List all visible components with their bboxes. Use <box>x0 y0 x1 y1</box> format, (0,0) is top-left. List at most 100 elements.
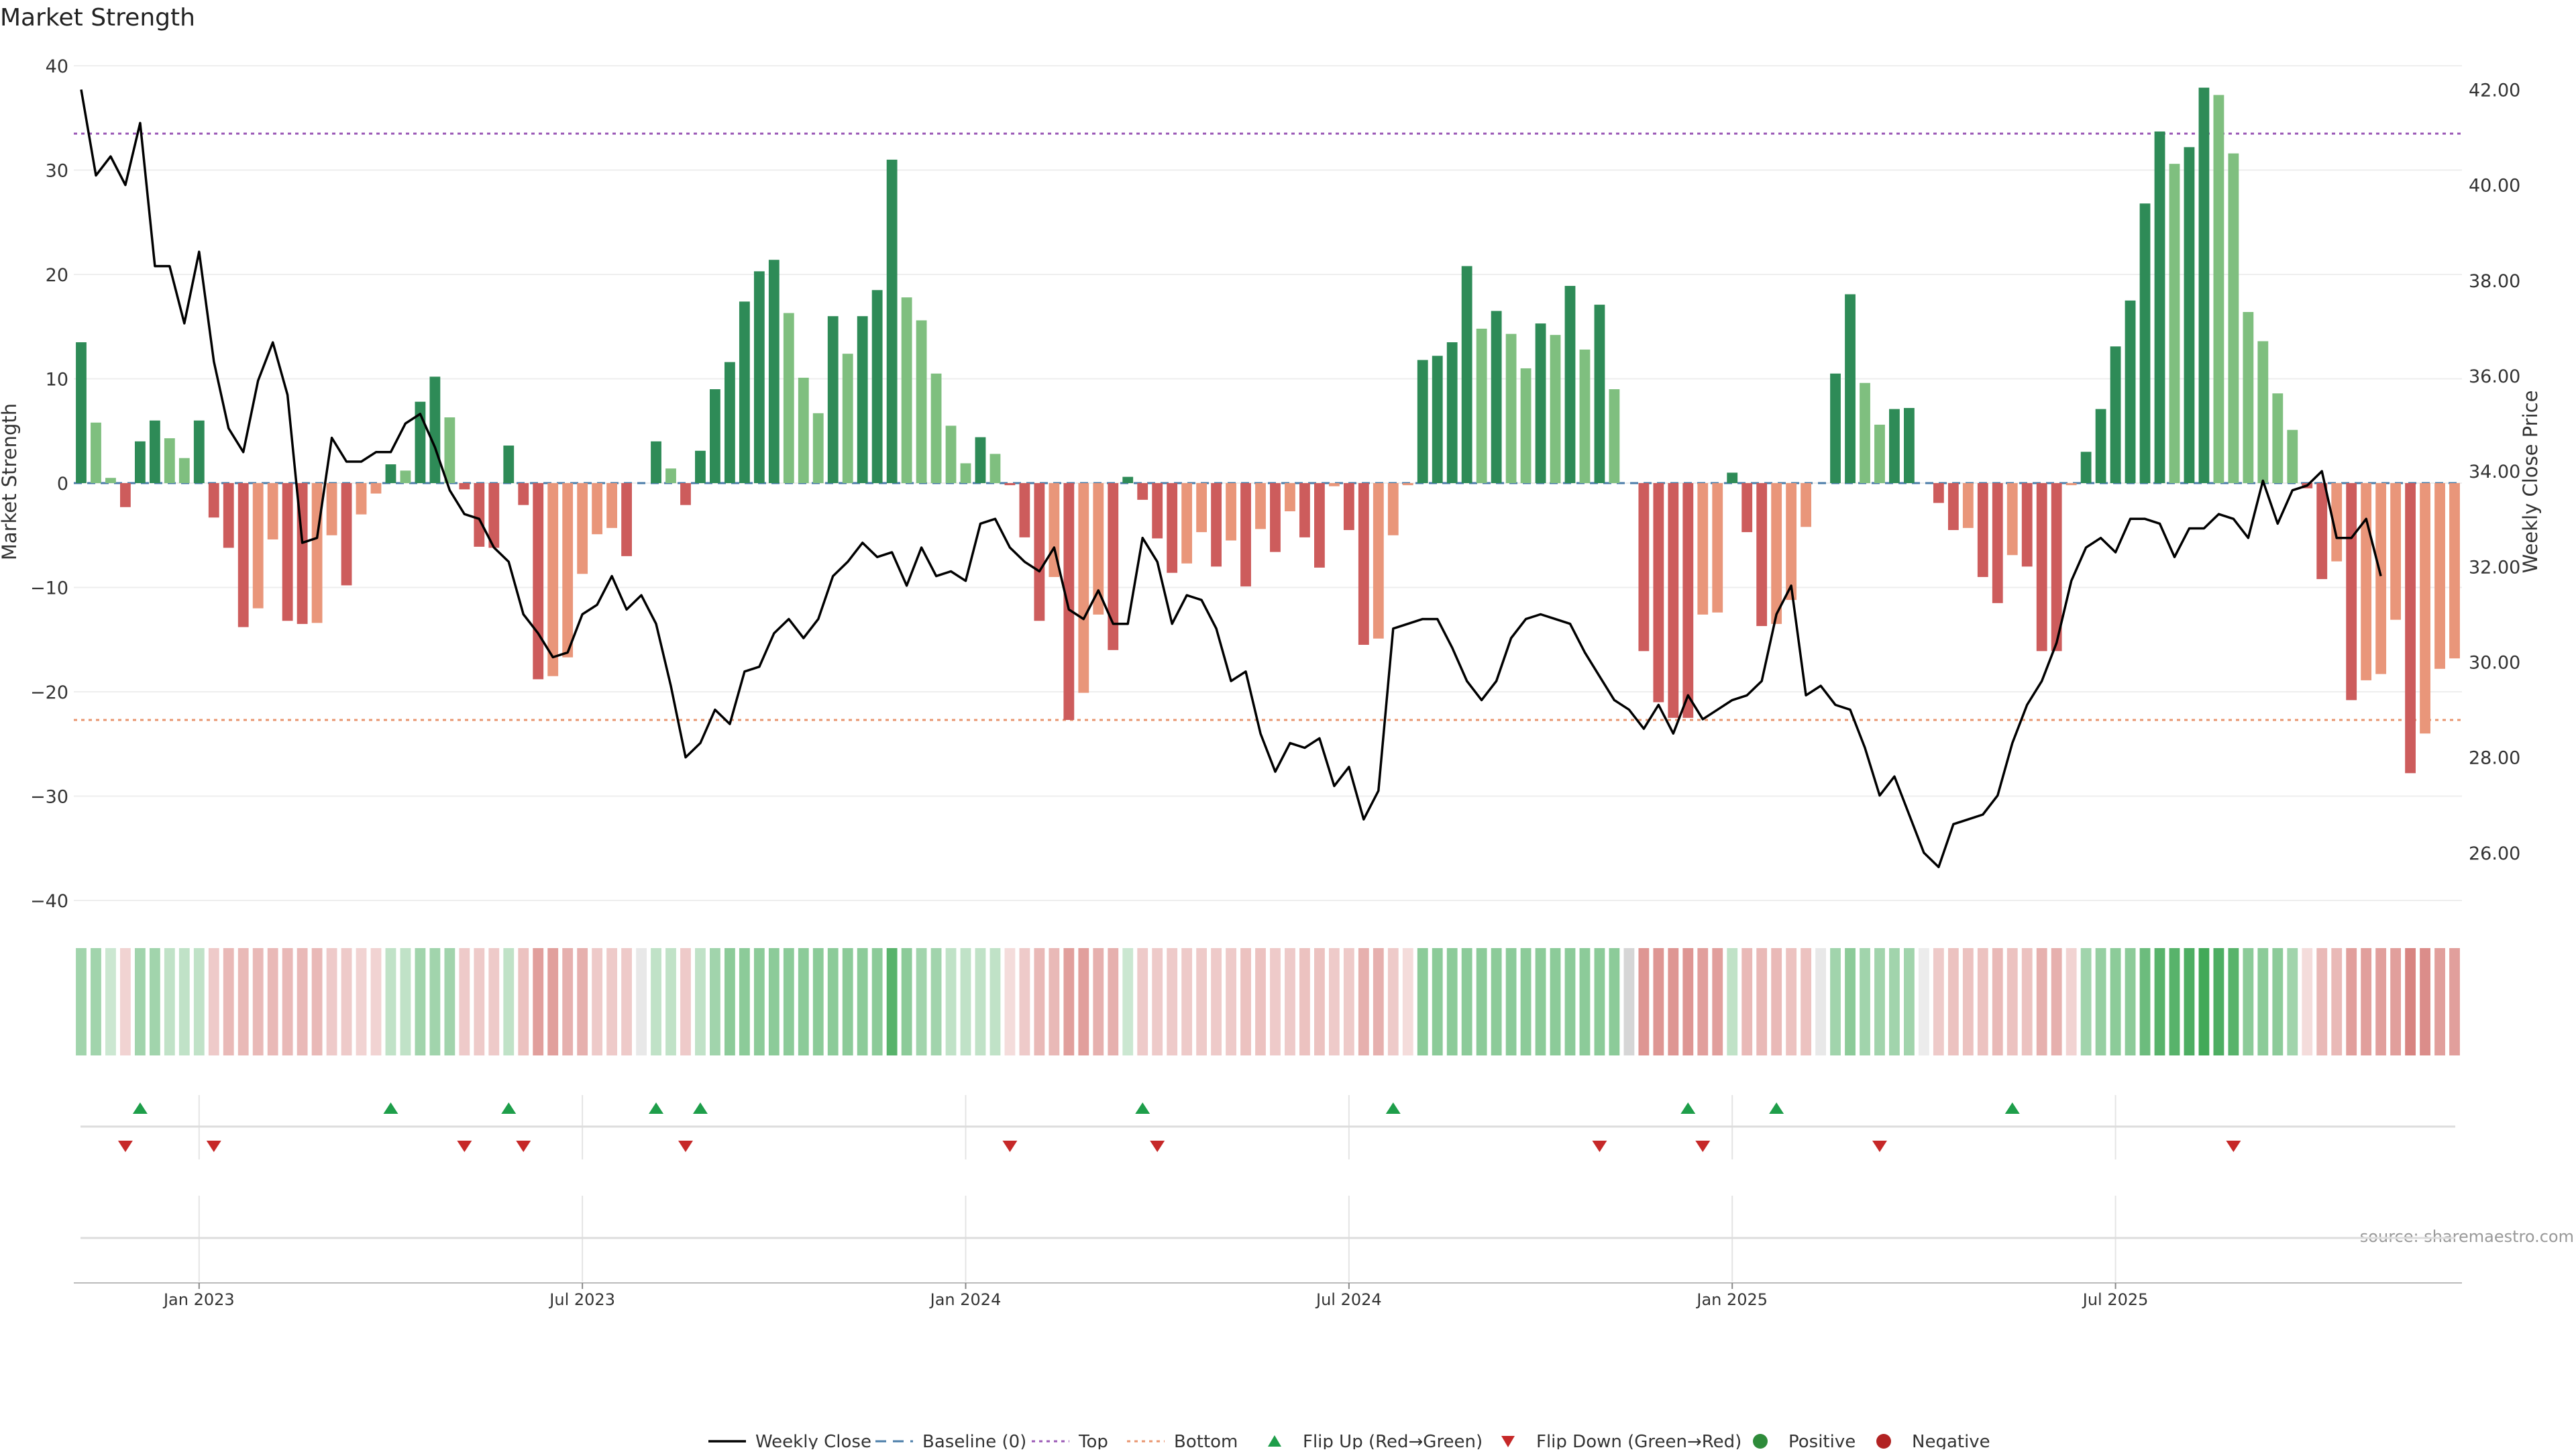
strength-bar <box>2095 409 2106 483</box>
strength-bar <box>2051 483 2062 652</box>
flip-up-marker <box>1769 1102 1784 1114</box>
strength-bar <box>1491 311 1502 483</box>
heat-cell <box>1918 948 1929 1055</box>
strength-bar <box>208 483 219 518</box>
heat-cell <box>1491 948 1502 1055</box>
strength-bar <box>975 437 986 483</box>
heat-cell <box>237 948 249 1055</box>
strength-bar <box>2257 341 2269 483</box>
heat-cell <box>91 948 101 1055</box>
strength-bar <box>1255 483 1266 529</box>
strength-bar <box>1535 323 1546 483</box>
flip-up-marker <box>2004 1102 2020 1114</box>
heat-cell <box>2405 948 2416 1055</box>
flip-up-marker <box>649 1102 664 1114</box>
heat-cell <box>1432 948 1443 1055</box>
heat-cell <box>1137 948 1148 1055</box>
right-tick-label: 34.00 <box>2469 462 2520 482</box>
strength-bar <box>2316 483 2328 580</box>
flip-down-marker <box>1592 1141 1607 1152</box>
strength-bar <box>886 159 898 483</box>
right-axis-label: Weekly Close Price <box>2519 391 2542 574</box>
strength-bar <box>1771 483 1782 624</box>
heat-cell <box>178 948 190 1055</box>
strength-bar <box>1962 483 1974 528</box>
strength-bar <box>695 450 706 483</box>
left-tick-label: −20 <box>30 682 68 703</box>
chart-title: Market Strength <box>0 4 195 32</box>
legend-swatch-flip-up <box>1268 1435 1281 1447</box>
strength-bar <box>105 478 116 483</box>
heat-cell <box>636 948 647 1055</box>
strength-bar <box>134 441 146 483</box>
strength-bar <box>2228 153 2239 483</box>
strength-bar <box>1122 476 1134 483</box>
heat-cell <box>547 948 559 1055</box>
heat-cell <box>1270 948 1281 1055</box>
heat-cell <box>2051 948 2062 1055</box>
heat-cell <box>533 948 544 1055</box>
heat-cell <box>1255 948 1266 1055</box>
strength-bar <box>812 413 824 483</box>
strength-bar <box>1358 483 1369 645</box>
heat-cell <box>2139 948 2151 1055</box>
heat-cell <box>1402 948 1413 1055</box>
strength-bar <box>2125 300 2136 483</box>
strength-bar <box>1417 360 1428 483</box>
strength-bar <box>193 420 205 483</box>
heat-cell <box>1712 948 1723 1055</box>
heat-cell <box>1004 948 1016 1055</box>
heat-cell <box>665 948 676 1055</box>
strength-bar <box>1904 408 1915 483</box>
strength-bar <box>2405 483 2416 774</box>
heat-cell <box>1299 948 1310 1055</box>
heat-cell <box>2154 948 2165 1055</box>
heat-cell <box>2361 948 2372 1055</box>
flip-down-marker <box>457 1141 472 1152</box>
heat-cell <box>1122 948 1134 1055</box>
heat-cell <box>710 948 720 1055</box>
strength-bar <box>1609 389 1620 483</box>
legend-label: Bottom <box>1174 1432 1238 1449</box>
strength-bar <box>2036 483 2047 652</box>
heat-cell <box>1727 948 1738 1055</box>
heat-cell <box>415 948 426 1055</box>
strength-bar <box>1402 483 1413 486</box>
heat-cell <box>680 948 691 1055</box>
heat-cell <box>2184 948 2195 1055</box>
flip-up-marker <box>383 1102 398 1114</box>
legend-swatch-dot <box>1876 1434 1891 1449</box>
heat-cell <box>2331 948 2343 1055</box>
left-tick-label: 10 <box>46 370 68 391</box>
heat-cell <box>503 948 515 1055</box>
strength-bar <box>1992 483 2003 603</box>
heat-cell <box>1285 948 1295 1055</box>
strength-bar <box>1137 483 1148 500</box>
heat-cell <box>916 948 927 1055</box>
heat-cell <box>1653 948 1664 1055</box>
heat-cell <box>1992 948 2003 1055</box>
strength-bar <box>1461 266 1472 483</box>
strength-bar <box>2287 429 2298 483</box>
heat-cell <box>1977 948 1988 1055</box>
heat-cell <box>400 948 411 1055</box>
heat-cell <box>768 948 780 1055</box>
strength-bar <box>1328 483 1340 486</box>
strength-bar <box>1476 328 1487 483</box>
heat-cell <box>2006 948 2018 1055</box>
x-axis: Jan 2023 Jul 2023 Jan 2024 Jul 2024 Jan 2025… <box>74 1282 2462 1309</box>
strength-bar <box>1845 294 1856 483</box>
heat-cell <box>223 948 234 1055</box>
strength-heat-strip <box>76 948 2460 1055</box>
strength-bar <box>444 417 455 483</box>
heat-cell <box>1108 948 1119 1055</box>
heat-cell <box>1520 948 1532 1055</box>
left-tick-label: 40 <box>46 56 68 77</box>
strength-bar <box>385 464 396 483</box>
heat-cell <box>1623 948 1635 1055</box>
grid <box>74 65 2462 1282</box>
x-tick-label: Jan 2023 <box>162 1290 235 1309</box>
strength-bar <box>753 271 765 483</box>
x-tick-label: Jul 2025 <box>2082 1290 2149 1309</box>
